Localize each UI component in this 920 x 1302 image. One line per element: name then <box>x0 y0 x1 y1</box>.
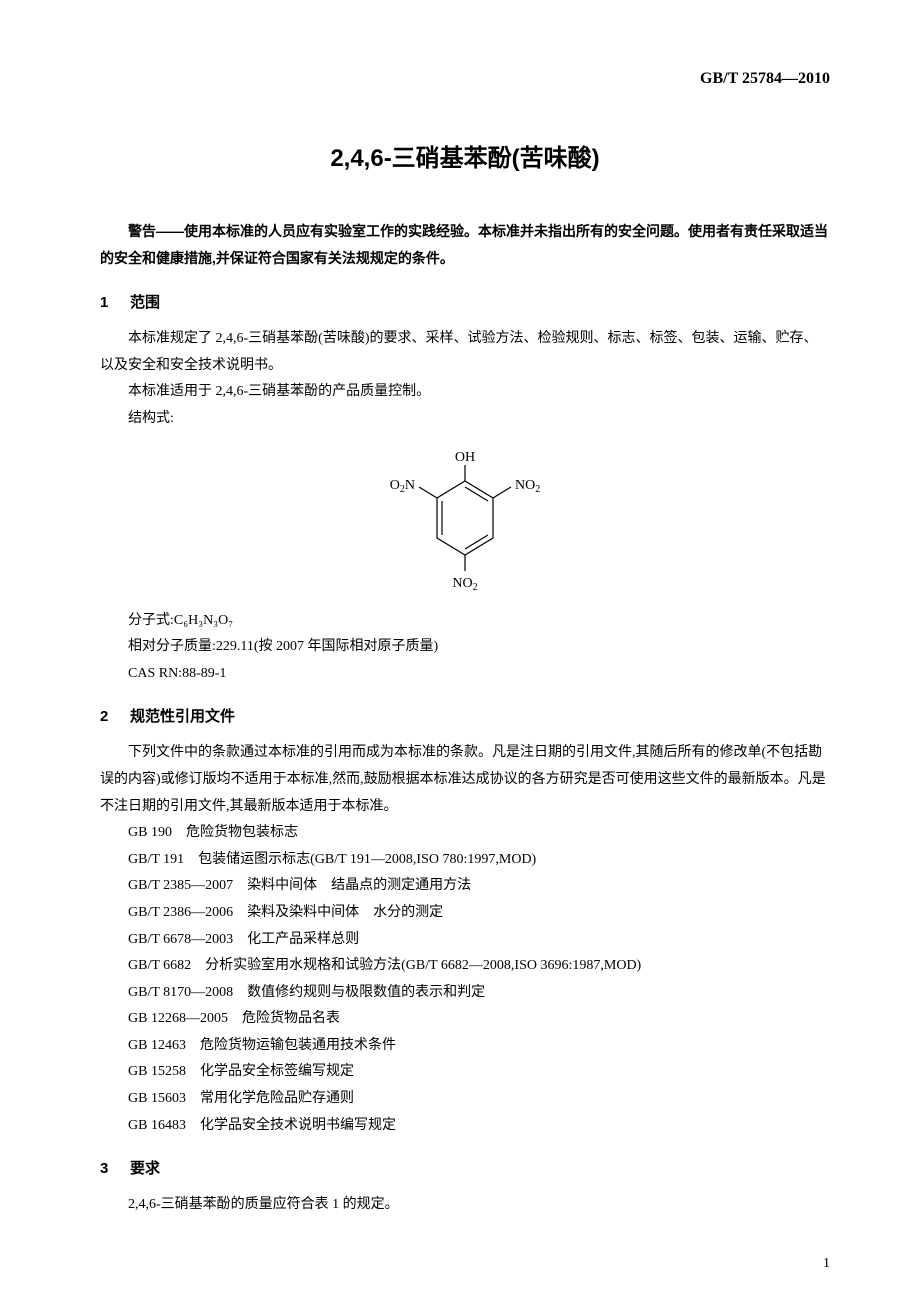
reference-item: GB 190 危险货物包装标志 <box>100 820 830 847</box>
section-3-num: 3 <box>100 1160 130 1177</box>
label-oh: OH <box>455 450 475 465</box>
para-3-1: 2,4,6-三硝基苯酚的质量应符合表 1 的规定。 <box>100 1192 830 1219</box>
section-3-title: 要求 <box>130 1160 160 1177</box>
warning-paragraph: 警告——使用本标准的人员应有实验室工作的实践经验。本标准并未指出所有的安全问题。… <box>100 218 830 271</box>
reference-item: GB 15603 常用化学危险品贮存通则 <box>100 1086 830 1113</box>
reference-item: GB/T 8170—2008 数值修约规则与极限数值的表示和判定 <box>100 980 830 1007</box>
reference-item: GB 12268—2005 危险货物品名表 <box>100 1006 830 1033</box>
header-standard-code: GB/T 25784—2010 <box>100 70 830 88</box>
para-1-3: 结构式: <box>100 406 830 433</box>
label-o2n-left: O2N <box>390 478 415 495</box>
section-2-heading: 2规范性引用文件 <box>100 705 830 726</box>
para-2-1: 下列文件中的条款通过本标准的引用而成为本标准的条款。凡是注日期的引用文件,其随后… <box>100 740 830 820</box>
section-1-heading: 1范围 <box>100 291 830 312</box>
para-1-1: 本标准规定了 2,4,6-三硝基苯酚(苦味酸)的要求、采样、试验方法、检验规则、… <box>100 326 830 379</box>
page-number: 1 <box>823 1256 830 1272</box>
section-2-num: 2 <box>100 708 130 725</box>
chemical-structure-diagram: OH NO2 O2N NO2 <box>365 443 565 603</box>
reference-list: GB 190 危险货物包装标志 GB/T 191 包装储运图示标志(GB/T 1… <box>100 820 830 1139</box>
para-molecular-mass: 相对分子质量:229.11(按 2007 年国际相对原子质量) <box>100 634 830 661</box>
label-no2-bottom: NO2 <box>452 576 477 593</box>
reference-item: GB/T 191 包装储运图示标志(GB/T 191—2008,ISO 780:… <box>100 847 830 874</box>
para-molecular-formula: 分子式:C₆H₃N₃O₇ <box>100 608 830 635</box>
reference-item: GB/T 2386—2006 染料及染料中间体 水分的测定 <box>100 900 830 927</box>
section-3-heading: 3要求 <box>100 1157 830 1178</box>
para-cas-rn: CAS RN:88-89-1 <box>100 661 830 688</box>
document-title: 2,4,6-三硝基苯酚(苦味酸) <box>100 138 830 173</box>
para-1-2: 本标准适用于 2,4,6-三硝基苯酚的产品质量控制。 <box>100 379 830 406</box>
reference-item: GB/T 2385—2007 染料中间体 结晶点的测定通用方法 <box>100 873 830 900</box>
page: GB/T 25784—2010 2,4,6-三硝基苯酚(苦味酸) 警告——使用本… <box>0 0 920 1302</box>
reference-item: GB 15258 化学品安全标签编写规定 <box>100 1059 830 1086</box>
reference-item: GB 16483 化学品安全技术说明书编写规定 <box>100 1113 830 1140</box>
label-no2-right: NO2 <box>515 478 540 495</box>
section-1-title: 范围 <box>130 294 160 311</box>
section-2-title: 规范性引用文件 <box>130 708 235 725</box>
section-1-num: 1 <box>100 294 130 311</box>
reference-item: GB/T 6682 分析实验室用水规格和试验方法(GB/T 6682—2008,… <box>100 953 830 980</box>
reference-item: GB 12463 危险货物运输包装通用技术条件 <box>100 1033 830 1060</box>
reference-item: GB/T 6678—2003 化工产品采样总则 <box>100 927 830 954</box>
